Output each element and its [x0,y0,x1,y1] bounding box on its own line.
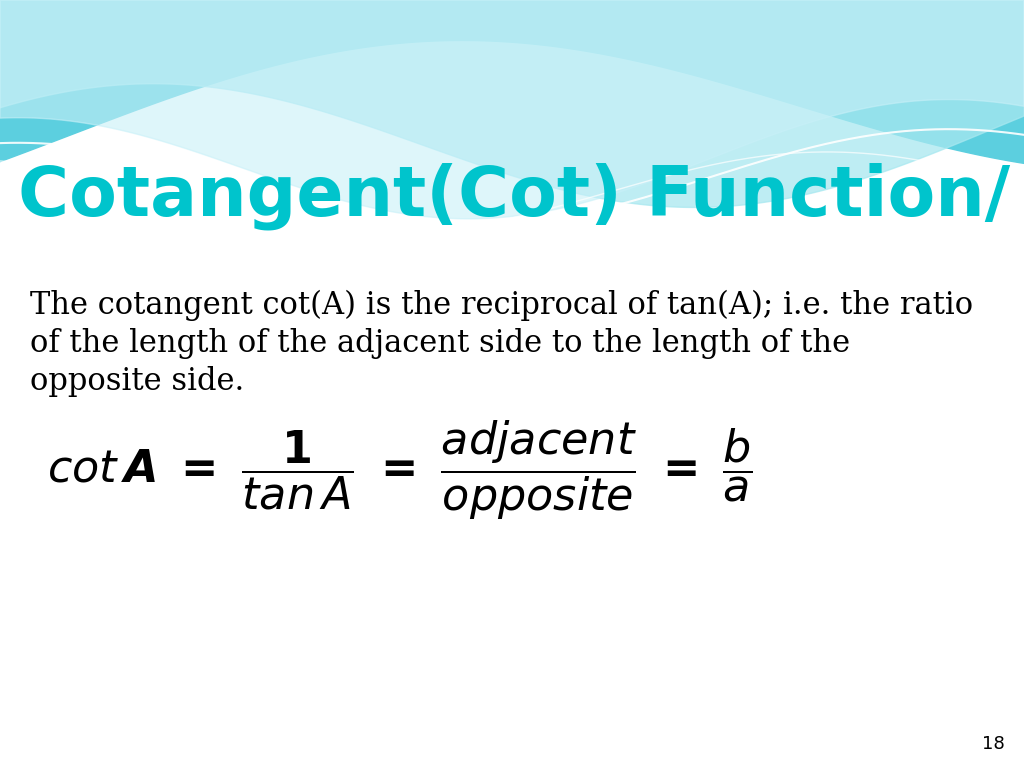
Text: 18: 18 [982,735,1005,753]
Polygon shape [0,0,1024,219]
Polygon shape [0,0,1024,207]
Text: The cotangent cot(A) is the reciprocal of tan(A); i.e. the ratio: The cotangent cot(A) is the reciprocal o… [30,290,973,321]
Text: Cotangent(Cot) Function/ Ratio: Cotangent(Cot) Function/ Ratio [18,163,1024,230]
Text: $\boldsymbol{\mathit{cot}\,A}$$\boldsymbol{\ =\ }$$\dfrac{\boldsymbol{1}}{\bolds: $\boldsymbol{\mathit{cot}\,A}$$\boldsymb… [47,418,753,522]
Text: opposite side.: opposite side. [30,366,245,397]
Polygon shape [0,0,1024,164]
Text: of the length of the adjacent side to the length of the: of the length of the adjacent side to th… [30,328,850,359]
